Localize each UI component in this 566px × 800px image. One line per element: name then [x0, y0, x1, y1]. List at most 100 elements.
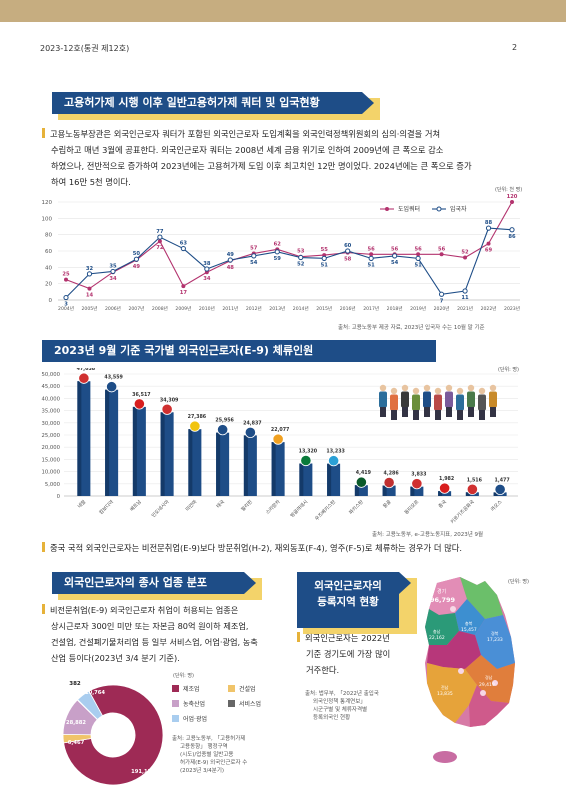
x-tick-label: 네팔	[76, 498, 88, 510]
slice-value-label: 10,764	[85, 690, 105, 696]
data-point	[274, 249, 280, 255]
map-value-gyeongnam: 29,419	[479, 682, 495, 688]
data-point	[463, 255, 468, 260]
worker-body	[434, 394, 442, 411]
worker-body	[456, 394, 464, 411]
bar-value-label: 22,077	[271, 427, 290, 433]
data-label: 34	[109, 276, 117, 282]
paragraph-line: 비전문취업(E-9) 외국인근로자 취업이 허용되는 업종은	[42, 602, 292, 618]
x-tick-label: 2007년	[128, 305, 144, 312]
legend-label: 입국자	[450, 205, 467, 213]
bar-shade	[438, 491, 443, 496]
data-label: 63	[180, 241, 188, 247]
source-line: 출처: 고용노동부, 「고용허가제	[172, 736, 246, 742]
legend-swatch	[172, 685, 179, 692]
legend-label: 어업·광업	[183, 716, 207, 723]
data-label: 56	[438, 246, 446, 252]
map-value-jeonnam: 13,835	[437, 691, 453, 697]
series-line-entrants	[65, 227, 513, 298]
paragraph-line: 상시근로자 300인 미만 또는 자본금 80억 원이하 제조업,	[51, 621, 249, 631]
data-point	[180, 245, 186, 252]
data-label: 3	[64, 302, 68, 308]
data-label: 11	[461, 295, 469, 301]
country-flag-icon	[161, 403, 173, 415]
data-point	[157, 239, 162, 244]
worker-legs	[490, 407, 496, 417]
x-tick-label: 키르기즈공화국	[449, 498, 476, 525]
country-flag-icon	[328, 455, 340, 467]
bar-shade	[216, 432, 221, 496]
data-label: 52	[297, 262, 305, 268]
country-flag-icon	[439, 482, 451, 494]
chart1-source: 출처: 고용노동부 제공 자료, 2023년 입국자 수는 10월 말 기준	[338, 325, 485, 331]
x-tick-label: 2020년	[434, 305, 450, 312]
issue-number: 2023-12호(통권 제12호)	[40, 44, 130, 53]
top-color-bar	[0, 0, 566, 22]
chart1-unit: (단위: 천 명)	[495, 187, 523, 193]
x-tick-label: 2015년	[316, 305, 332, 312]
worker-head	[478, 387, 486, 395]
x-tick-label: 베트남	[128, 498, 143, 513]
data-point	[369, 252, 374, 257]
data-label: 51	[321, 262, 329, 268]
legend-item: 농축산업	[172, 699, 228, 708]
country-flag-icon	[189, 420, 201, 432]
bar-value-label: 24,837	[243, 420, 262, 426]
data-label: 54	[391, 260, 399, 266]
legend-marker	[436, 206, 442, 212]
y-tick-label: 45,000	[41, 384, 60, 390]
map-label-chungbuk: 충북	[465, 620, 473, 626]
legend-label: 건설업	[239, 686, 256, 693]
worker-head	[412, 387, 420, 395]
worker-legs	[391, 410, 397, 420]
worker-legs	[457, 410, 463, 420]
country-flag-icon	[300, 454, 312, 467]
data-point	[485, 225, 492, 231]
worker-legs	[479, 410, 485, 420]
bar-shade	[271, 442, 276, 496]
paragraph-line: 수립하고 매년 3월에 공표한다. 외국인근로자 쿼터는 2008년 세계 금융…	[51, 145, 444, 155]
data-label: 69	[485, 248, 493, 254]
x-tick-label: 2023년	[504, 305, 520, 312]
section4-source: 출처: 법무부, 「2022년 출입국 외국인정책 통계연보」 시군구별 및 체류자…	[305, 690, 379, 722]
legend-row: 제조업 건설업	[172, 681, 287, 696]
bar-shade	[327, 463, 332, 496]
x-tick-label: 2016년	[340, 305, 356, 312]
country-flag-icon	[133, 398, 145, 410]
legend-label: 제조업	[183, 686, 200, 693]
slice-value-label: 191,151	[131, 769, 155, 775]
worker-head	[390, 387, 398, 395]
bar-value-label: 43,559	[104, 375, 123, 381]
bar	[410, 486, 424, 496]
data-point	[345, 248, 351, 254]
country-flag-icon	[78, 372, 90, 384]
source-line: 출처: 법무부, 「2022년 출입국	[305, 691, 379, 697]
data-point	[227, 257, 233, 263]
data-point	[87, 286, 92, 291]
worker-body	[445, 391, 453, 408]
bar-shade	[493, 492, 498, 496]
data-label: 53	[297, 249, 305, 255]
x-tick-label: 라오스	[489, 498, 504, 513]
map-label-gyeonggi: 경기	[437, 588, 446, 595]
data-label: 54	[250, 260, 258, 266]
bar-value-label: 27,386	[188, 414, 207, 420]
data-label: 62	[274, 241, 282, 247]
data-point	[439, 252, 444, 257]
x-tick-label: 2004년	[58, 305, 74, 312]
data-point	[462, 288, 468, 294]
paragraph-line: 거주한다.	[306, 665, 340, 675]
legend-swatch	[172, 715, 179, 722]
y-tick-label: 25,000	[41, 433, 60, 439]
x-tick-label: 태국	[215, 498, 227, 510]
legend-item: 제조업	[172, 684, 228, 693]
legend-swatch	[172, 700, 179, 707]
worker-head	[456, 387, 464, 395]
bar-value-label: 4,419	[356, 470, 372, 476]
donut-slice	[77, 690, 103, 720]
data-point	[321, 255, 327, 261]
x-tick-label: 중국	[438, 499, 449, 510]
worker-body	[390, 394, 398, 411]
map-label-chungnam: 충남	[433, 628, 441, 634]
data-point	[133, 256, 140, 262]
